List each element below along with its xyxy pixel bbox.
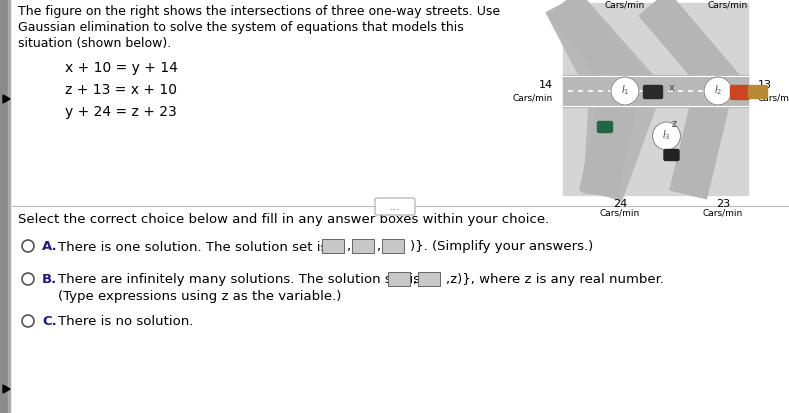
Text: Cars/min: Cars/min [513,93,553,102]
Text: A.: A. [42,240,58,253]
Text: z: z [672,119,677,129]
Text: ,: , [376,240,380,253]
Bar [563,3,748,195]
FancyBboxPatch shape [749,85,768,98]
Text: y + 24 = z + 23: y + 24 = z + 23 [65,105,177,119]
Text: Gaussian elimination to solve the system of equations that models this: Gaussian elimination to solve the system… [18,21,464,34]
Text: 24: 24 [613,199,627,209]
Text: situation (shown below).: situation (shown below). [18,37,171,50]
Text: $I_2$: $I_2$ [714,83,722,97]
Bar [388,272,410,286]
Text: (Type expressions using z as the variable.): (Type expressions using z as the variabl… [58,290,342,303]
Text: 23: 23 [716,199,730,209]
Bar [382,239,404,253]
Circle shape [611,77,639,105]
Polygon shape [3,385,10,393]
Text: $I_3$: $I_3$ [662,128,671,142]
Bar [563,75,748,107]
Text: ...: ... [390,202,401,211]
Text: C.: C. [42,315,57,328]
Text: z + 13 = x + 10: z + 13 = x + 10 [65,83,177,97]
Text: $I_1$: $I_1$ [621,83,630,97]
Bar [0,0,8,413]
Text: There is no solution.: There is no solution. [58,315,193,328]
Text: 14: 14 [539,80,553,90]
Text: Cars/min: Cars/min [605,0,645,9]
FancyBboxPatch shape [644,85,663,98]
Text: There are infinitely many solutions. The solution set is {(: There are infinitely many solutions. The… [58,273,438,286]
Text: Cars/min: Cars/min [703,209,743,218]
FancyBboxPatch shape [375,198,415,215]
Text: x: x [668,83,675,93]
Bar [8,0,10,413]
FancyBboxPatch shape [664,150,679,161]
Text: 13: 13 [758,80,772,90]
FancyBboxPatch shape [731,85,750,100]
Text: Cars/min: Cars/min [708,0,748,9]
Text: )}. (Simplify your answers.): )}. (Simplify your answers.) [410,240,593,253]
Polygon shape [3,95,10,103]
Text: ,: , [346,240,350,253]
Text: ,z)}, where z is any real number.: ,z)}, where z is any real number. [446,273,664,286]
Text: B.: B. [42,273,58,286]
Circle shape [704,77,732,105]
Text: Cars/min: Cars/min [600,209,640,218]
Text: There is one solution. The solution set is {(: There is one solution. The solution set … [58,240,346,253]
Circle shape [653,122,680,150]
Bar [418,272,440,286]
Bar [322,239,344,253]
Text: Select the correct choice below and fill in any answer boxes within your choice.: Select the correct choice below and fill… [18,213,549,226]
Text: ,: , [412,273,416,286]
Text: The figure on the right shows the intersections of three one-way streets. Use: The figure on the right shows the inters… [18,5,500,18]
FancyBboxPatch shape [597,121,612,133]
Text: x + 10 = y + 14: x + 10 = y + 14 [65,61,178,75]
Bar [352,239,374,253]
Text: Cars/min: Cars/min [758,93,789,102]
